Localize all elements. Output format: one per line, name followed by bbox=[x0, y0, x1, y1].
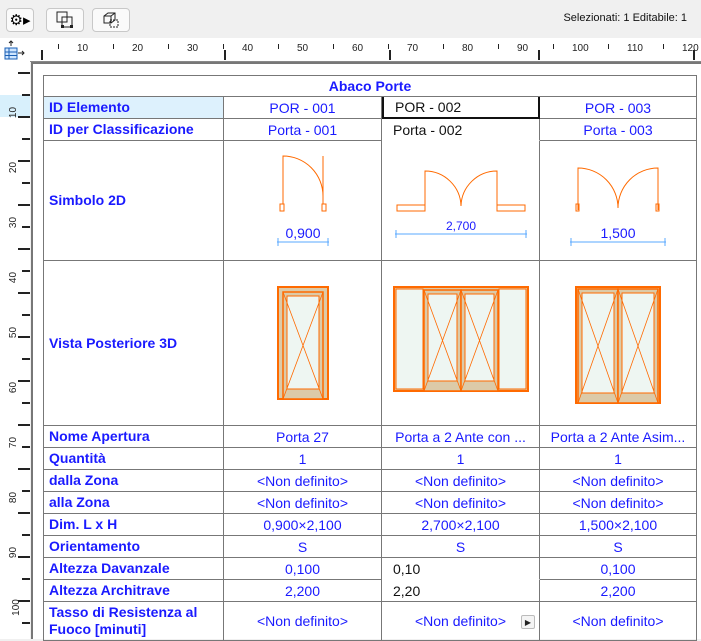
door-3d-view bbox=[575, 286, 661, 404]
cell-value[interactable]: <Non definito> bbox=[540, 470, 697, 492]
ruler-label: 10 bbox=[77, 43, 89, 54]
row-label: Dim. L x H bbox=[43, 514, 224, 536]
cell-value[interactable]: <Non definito> ▶ bbox=[382, 602, 540, 641]
door-plan-symbol: 0,900 bbox=[276, 154, 329, 246]
cell-value[interactable]: <Non definito> bbox=[382, 492, 540, 514]
width-dimension: 0,900 bbox=[285, 225, 320, 241]
ruler-label: 20 bbox=[132, 43, 144, 54]
cell-value[interactable]: <Non definito> bbox=[540, 602, 697, 641]
door-plan-symbol: 1,500 bbox=[570, 166, 666, 246]
vertical-ruler: 10 20 30 40 50 60 70 80 90 100 bbox=[0, 62, 30, 639]
cell-value[interactable]: Porta a 2 Ante con ... bbox=[382, 426, 540, 448]
door-3d-view bbox=[392, 286, 529, 392]
cell-value[interactable]: 0,100 bbox=[540, 558, 697, 580]
cell-value[interactable] bbox=[540, 261, 697, 426]
cell-value[interactable] bbox=[382, 261, 540, 426]
cell-value[interactable]: Porta a 2 Ante Asim... bbox=[540, 426, 697, 448]
settings-button[interactable]: ⚙▸ bbox=[6, 8, 34, 32]
select-frame-icon bbox=[56, 11, 73, 28]
cell-value[interactable]: <Non definito> bbox=[224, 492, 382, 514]
cell-value[interactable]: S bbox=[540, 536, 697, 558]
cell-value[interactable]: <Non definito> bbox=[382, 470, 540, 492]
row-label: Nome Apertura bbox=[43, 426, 224, 448]
cell-value[interactable]: <Non definito> bbox=[224, 470, 382, 492]
cell-value[interactable]: 1 bbox=[224, 448, 382, 470]
row-label: ID per Classificazione bbox=[43, 119, 224, 141]
ruler-label: 70 bbox=[407, 43, 419, 54]
ruler-label: 80 bbox=[8, 491, 20, 504]
row-label: Orientamento bbox=[43, 536, 224, 558]
door-3d-view bbox=[276, 286, 329, 400]
cell-value[interactable]: Porta - 001 bbox=[224, 119, 382, 141]
ruler-label: 60 bbox=[8, 381, 20, 394]
cell-value[interactable]: S bbox=[224, 536, 382, 558]
table-arrow-icon bbox=[4, 40, 25, 60]
ruler-label: 80 bbox=[462, 43, 474, 54]
cell-value[interactable]: 0,10 bbox=[382, 558, 540, 580]
cell-value[interactable]: 1,500 bbox=[540, 141, 697, 261]
ruler-label: 40 bbox=[8, 271, 20, 284]
row-label: alla Zona bbox=[43, 492, 224, 514]
select-3d-button[interactable] bbox=[92, 8, 130, 32]
cell-value[interactable]: 2,20 bbox=[382, 580, 540, 602]
ruler-label: 120 bbox=[682, 43, 699, 54]
cell-value[interactable]: 0,900×2,100 bbox=[224, 514, 382, 536]
ruler-label: 60 bbox=[352, 43, 364, 54]
cell-value[interactable]: 2,200 bbox=[540, 580, 697, 602]
expand-arrow-button[interactable]: ▶ bbox=[521, 615, 535, 629]
row-label: Quantità bbox=[43, 448, 224, 470]
ruler-label: 20 bbox=[8, 161, 20, 174]
cell-value[interactable]: 1 bbox=[540, 448, 697, 470]
row-label: ID Elemento bbox=[43, 97, 224, 119]
gear-icon: ⚙▸ bbox=[9, 12, 31, 29]
ruler-label: 70 bbox=[8, 436, 20, 449]
cell-value[interactable]: 2,700×2,100 bbox=[382, 514, 540, 536]
cell-value[interactable]: 2,700 bbox=[382, 141, 540, 261]
cell-value[interactable]: 1 bbox=[382, 448, 540, 470]
horizontal-ruler: 10 20 30 40 50 60 70 80 90 100 110 120 bbox=[30, 38, 701, 72]
row-label: Vista Posteriore 3D bbox=[43, 261, 224, 426]
cell-value[interactable]: 2,200 bbox=[224, 580, 382, 602]
row-label: dalla Zona bbox=[43, 470, 224, 492]
ruler-label: 110 bbox=[627, 43, 643, 54]
cell-value[interactable]: POR - 003 bbox=[540, 97, 697, 119]
cell-value[interactable]: Porta - 003 bbox=[540, 119, 697, 141]
ruler-label: 40 bbox=[242, 43, 254, 54]
id-edit-field[interactable]: POR - 002 bbox=[382, 97, 540, 119]
ruler-label: 30 bbox=[187, 43, 199, 54]
cell-value[interactable]: Porta - 002 bbox=[382, 119, 540, 141]
ruler-label: 100 bbox=[572, 43, 589, 54]
selection-status: Selezionati: 1 Editabile: 1 bbox=[563, 12, 687, 24]
cell-value[interactable]: S bbox=[382, 536, 540, 558]
width-dimension: 2,700 bbox=[445, 219, 475, 233]
select-frame-button[interactable] bbox=[46, 8, 84, 32]
cell-value[interactable]: 1,500×2,100 bbox=[540, 514, 697, 536]
schedule-format-button[interactable] bbox=[0, 38, 30, 62]
door-plan-symbol: 2,700 bbox=[394, 169, 527, 238]
cell-value[interactable]: <Non definito> bbox=[540, 492, 697, 514]
row-label: Tasso di Resistenza al Fuoco [minuti] bbox=[43, 602, 224, 641]
cell-value[interactable]: 0,900 bbox=[224, 141, 382, 261]
cell-value[interactable]: POR - 001 bbox=[224, 97, 382, 119]
schedule-title: Abaco Porte bbox=[43, 75, 697, 97]
cell-value[interactable]: <Non definito> bbox=[224, 602, 382, 641]
row-label: Altezza Architrave bbox=[43, 580, 224, 602]
row-label: Altezza Davanzale bbox=[43, 558, 224, 580]
width-dimension: 1,500 bbox=[600, 225, 635, 241]
ruler-label: 90 bbox=[517, 43, 529, 54]
cell-value[interactable]: 0,100 bbox=[224, 558, 382, 580]
schedule-sheet: Abaco Porte ID Elemento POR - 001 POR - 002… bbox=[31, 62, 701, 641]
ruler-label: 30 bbox=[8, 216, 20, 229]
ruler-label: 50 bbox=[297, 43, 309, 54]
row-label: Simbolo 2D bbox=[43, 141, 224, 261]
select-3d-icon bbox=[103, 12, 119, 28]
cell-value[interactable] bbox=[224, 261, 382, 426]
cell-value[interactable]: Porta 27 bbox=[224, 426, 382, 448]
